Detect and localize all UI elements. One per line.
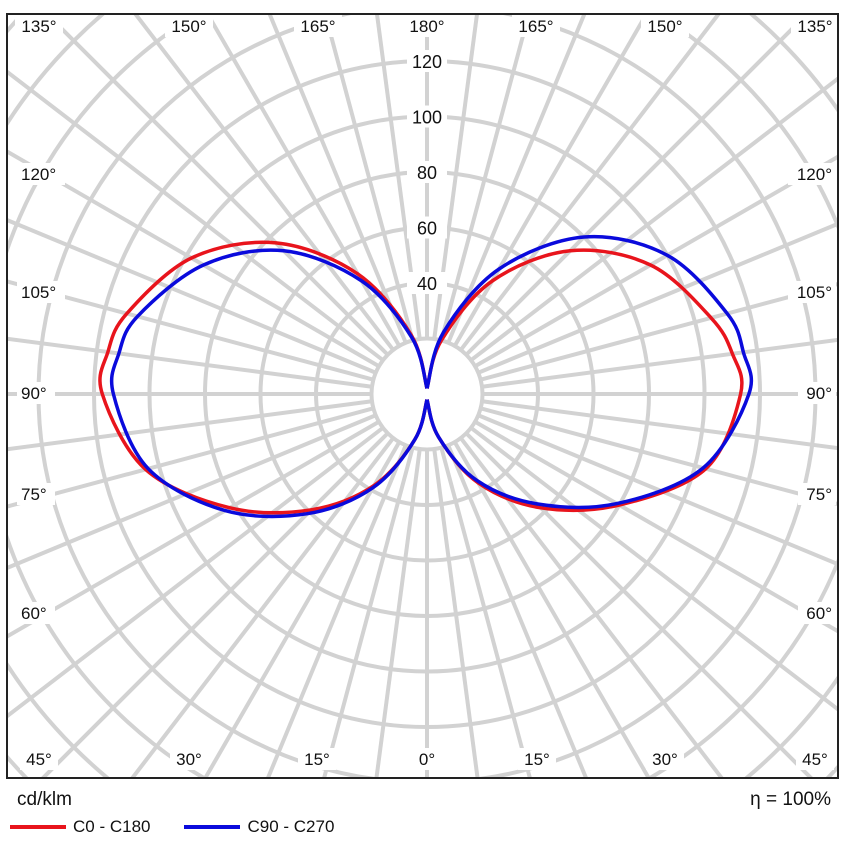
grid-spoke: [205, 15, 401, 347]
angle-tick-label: 15°: [524, 750, 550, 769]
radial-tick-label: 80: [417, 163, 437, 183]
angle-tick-label: 90°: [806, 384, 832, 403]
radial-tick-label: 120: [412, 52, 442, 72]
grid-spoke: [432, 15, 479, 340]
angle-tick-label: 75°: [806, 485, 832, 504]
grid-spoke: [374, 448, 422, 777]
grid-spoke: [375, 15, 422, 340]
angle-tick-label: 30°: [176, 750, 202, 769]
radial-tick-labels: 40 60 80 100 120: [407, 50, 447, 294]
grid-spoke: [8, 399, 373, 452]
intensity-curves: [98, 234, 754, 519]
angle-tick-label: 45°: [26, 750, 52, 769]
grid-spoke: [432, 448, 480, 777]
angle-tick-label: 45°: [802, 750, 828, 769]
efficiency-label: η = 100%: [750, 789, 831, 810]
grid-spoke: [439, 15, 531, 341]
angle-tick-label: 150°: [647, 17, 682, 36]
legend-item-c0-c180: C0 - C180: [10, 817, 150, 837]
grid-spoke: [8, 218, 377, 375]
grid-spoke: [439, 447, 532, 777]
legend: C0 - C180 C90 - C270: [10, 817, 368, 837]
radial-grid-rings: [8, 15, 837, 777]
grid-spoke: [130, 436, 395, 777]
grid-spoke: [469, 76, 837, 362]
angle-tick-label: 120°: [21, 165, 56, 184]
radial-tick-label: 40: [417, 274, 437, 294]
angle-tick-label: 180°: [409, 17, 444, 36]
grid-spoke: [459, 15, 721, 352]
angle-tick-label: 30°: [652, 750, 678, 769]
legend-swatch-red-line: [10, 825, 66, 829]
grid-spoke: [8, 406, 374, 509]
grid-spoke: [267, 15, 408, 344]
grid-spoke: [453, 15, 649, 347]
grid-spoke: [474, 420, 837, 634]
legend-label: C0 - C180: [73, 817, 151, 836]
angle-tick-label: 150°: [171, 17, 206, 36]
legend-item-c90-c270: C90 - C270: [184, 817, 334, 837]
angle-tick-label: 105°: [797, 283, 832, 302]
angle-tick-label: 60°: [21, 604, 47, 623]
angle-tick-label: 165°: [300, 17, 335, 36]
curve-c90-c270-right-lobe: [425, 234, 754, 510]
legend-swatch-blue-line: [184, 825, 241, 829]
grid-spoke: [45, 15, 390, 357]
grid-spoke: [322, 447, 415, 777]
grid-spoke: [481, 399, 837, 450]
angle-tick-label: 15°: [304, 750, 330, 769]
angle-tick-label: 90°: [21, 384, 47, 403]
angle-tick-label: 120°: [797, 165, 832, 184]
grid-spoke: [8, 149, 380, 368]
angle-tick-label: 0°: [419, 750, 435, 769]
radial-tick-label: 60: [417, 219, 437, 239]
grid-spoke: [480, 282, 837, 382]
grid-spoke: [8, 279, 374, 382]
angular-tick-labels: 180° 165° 165° 150° 150° 135° 135° 120° 120° 105°…: [15, 15, 837, 770]
grid-spoke: [41, 431, 390, 777]
polar-chart-frame: 40 60 80 100 120 180° 165° 165° 150° 150° 135° 135…: [6, 13, 839, 779]
angle-tick-label: 60°: [806, 604, 832, 623]
grid-spoke: [459, 436, 724, 777]
grid-spoke: [477, 413, 837, 566]
grid-spoke: [453, 441, 651, 777]
grid-spoke: [474, 154, 837, 368]
grid-spoke: [323, 15, 415, 341]
grid-spoke: [481, 338, 837, 389]
grid-spoke: [477, 222, 837, 375]
angle-tick-label: 75°: [21, 485, 47, 504]
angle-tick-label: 165°: [518, 17, 553, 36]
curve-c90-c270-left-lobe: [109, 248, 429, 519]
grid-spoke: [266, 444, 408, 777]
grid-spoke: [446, 15, 587, 344]
angular-grid-spokes: [8, 15, 837, 777]
angle-tick-label: 135°: [797, 17, 832, 36]
grid-spoke: [203, 441, 401, 777]
grid-ring: [369, 336, 485, 452]
radial-tick-label: 100: [412, 108, 442, 128]
polar-intensity-plot: 40 60 80 100 120 180° 165° 165° 150° 150° 135° 135…: [8, 15, 837, 777]
grid-spoke: [446, 444, 588, 777]
curve-c0-c180-left-lobe: [98, 240, 429, 515]
grid-spoke: [8, 69, 385, 362]
grid-spoke: [8, 336, 373, 389]
angle-tick-label: 105°: [21, 283, 56, 302]
grid-spoke: [8, 413, 377, 570]
grid-spoke: [480, 406, 837, 506]
grid-spoke: [133, 15, 395, 352]
unit-label: cd/klm: [17, 789, 72, 810]
grid-spoke: [469, 426, 837, 712]
grid-spoke: [464, 431, 813, 777]
grid-spoke: [464, 15, 809, 357]
legend-label: C90 - C270: [247, 817, 335, 836]
angle-tick-label: 135°: [21, 17, 56, 36]
grid-spoke: [8, 420, 380, 639]
